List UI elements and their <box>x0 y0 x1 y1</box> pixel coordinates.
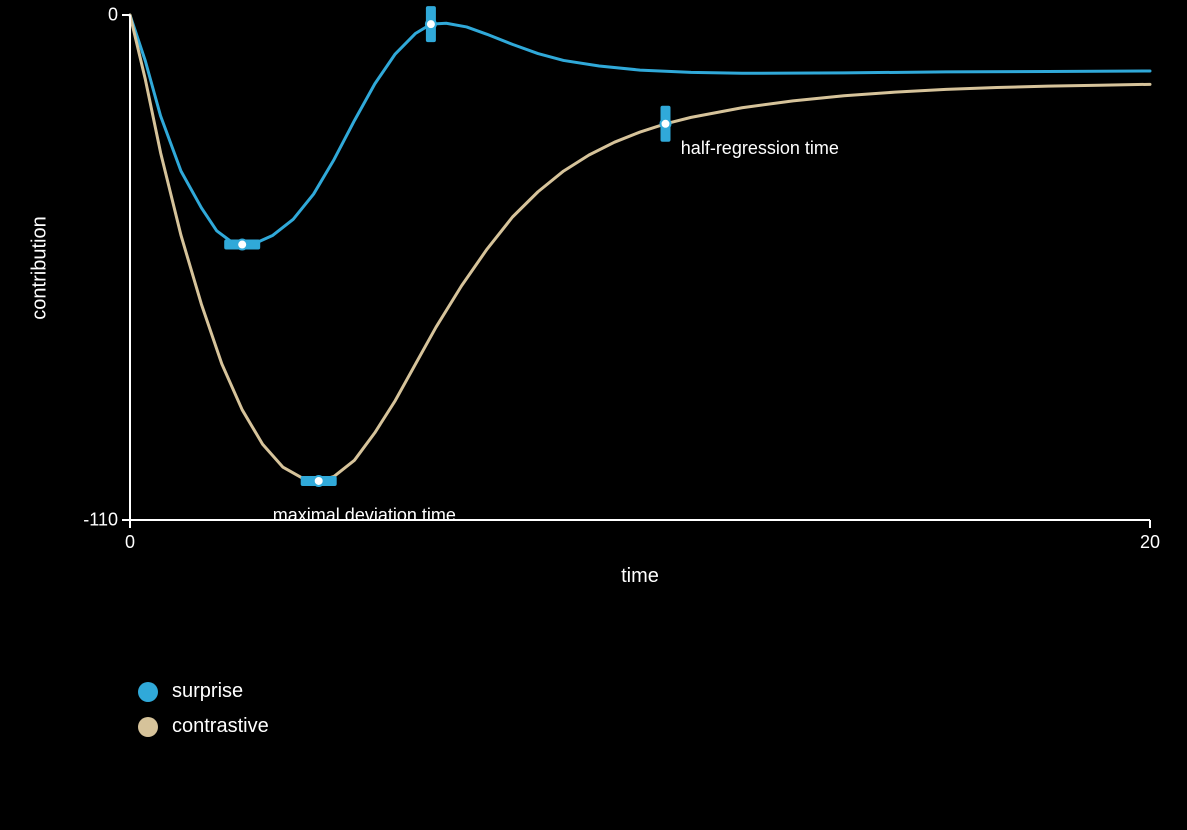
x-tick-label: 20 <box>1140 532 1160 553</box>
legend: surprise contrastive <box>138 680 269 750</box>
legend-dot-icon <box>138 717 158 737</box>
annotation: half-regression time <box>681 138 839 159</box>
legend-label: contrastive <box>172 715 269 738</box>
legend-item-contrastive: contrastive <box>138 715 269 738</box>
y-axis-label: contribution <box>29 216 52 319</box>
x-tick-label: 0 <box>125 532 135 553</box>
legend-dot-icon <box>138 682 158 702</box>
y-tick-label: -110 <box>82 510 118 531</box>
annotation: maximal deviation time <box>273 505 456 526</box>
marker-surprise-2 <box>426 6 436 42</box>
marker-contrastive-1 <box>301 476 337 486</box>
marker-contrastive-3 <box>661 106 671 142</box>
series-contrastive <box>130 15 1150 481</box>
x-axis-label: time <box>621 565 659 588</box>
series-surprise <box>130 15 1150 245</box>
legend-label: surprise <box>172 680 243 703</box>
legend-item-surprise: surprise <box>138 680 269 703</box>
y-tick-label: 0 <box>82 5 118 26</box>
marker-surprise-0 <box>224 240 260 250</box>
